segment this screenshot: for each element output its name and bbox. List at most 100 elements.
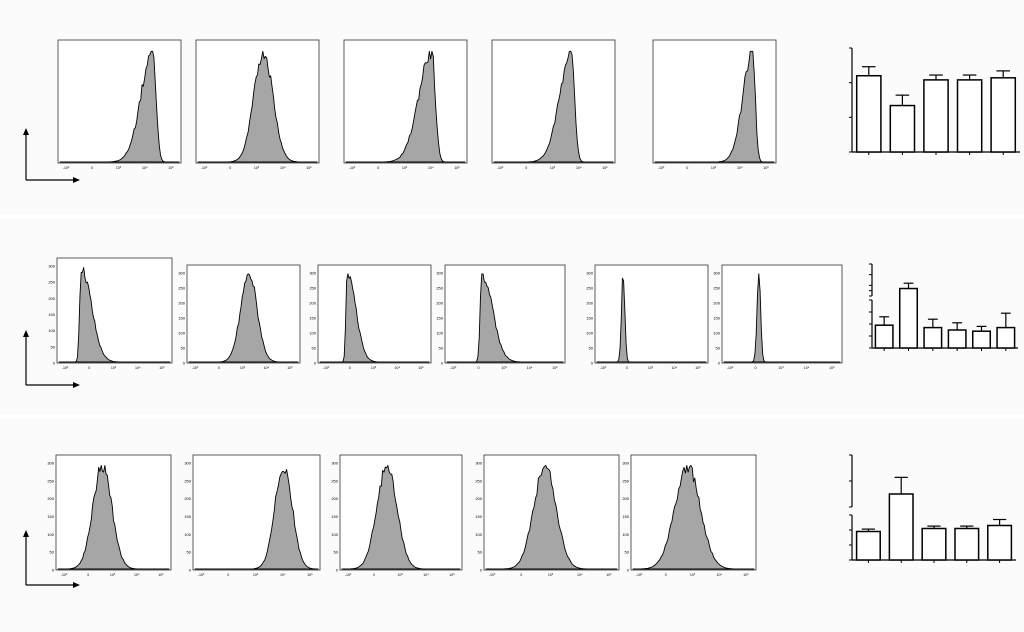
y-tick-label: 200 (475, 496, 482, 501)
x-tick-label: 10⁵ (695, 366, 701, 370)
x-tick-label: -10³ (63, 166, 70, 170)
histogram-frame (594, 264, 709, 364)
y-tick-label: 0 (480, 568, 483, 573)
x-tick-label: 0 (686, 166, 688, 170)
y-tick-label: 300 (622, 461, 629, 466)
bar (947, 329, 967, 349)
x-tick-label: 0 (91, 166, 93, 170)
y-tick-label: 50 (716, 346, 721, 351)
y-tick-label: 200 (713, 301, 720, 306)
x-tick-label: 10⁴ (280, 166, 286, 170)
y-tick-label: 250 (475, 478, 482, 483)
histogram-curve (58, 267, 171, 363)
y-tick-label: 250 (48, 280, 55, 285)
x-tick-label: 10⁵ (418, 366, 424, 370)
y-tick-label: 250 (436, 286, 443, 291)
x-tick-label: 0 (520, 573, 522, 577)
x-tick-label: 0 (478, 366, 480, 370)
x-tick-label: -10³ (658, 166, 665, 170)
histogram-curve (596, 277, 707, 363)
x-tick-label: 10³ (402, 166, 408, 170)
x-tick-label: 10⁴ (394, 366, 400, 370)
bar (923, 326, 943, 349)
y-tick-label: 150 (436, 316, 443, 321)
x-tick-label: 10³ (550, 166, 556, 170)
y-tick-label: 150 (309, 316, 316, 321)
x-tick-label: 10⁵ (829, 366, 835, 370)
y-tick-label: 100 (586, 331, 593, 336)
x-tick-label: 10⁴ (423, 573, 429, 577)
x-tick-label: 10⁵ (158, 573, 164, 577)
x-tick-label: -10³ (450, 366, 457, 370)
x-tick-label: -10³ (489, 573, 496, 577)
y-tick-label: 100 (475, 532, 482, 537)
y-tick-label: 100 (184, 532, 191, 537)
y-tick-label: 50 (312, 346, 317, 351)
y-tick-label: 250 (309, 286, 316, 291)
bar (898, 287, 919, 349)
y-tick-label: 150 (47, 514, 54, 519)
x-tick-label: -10³ (345, 573, 352, 577)
x-tick-label: -10³ (636, 573, 643, 577)
histogram-curve (197, 50, 318, 163)
x-tick-label: 10⁴ (576, 166, 582, 170)
y-tick-label: 0 (52, 568, 55, 573)
x-tick-label: 10⁴ (280, 573, 286, 577)
histogram-curve (493, 50, 614, 163)
y-tick-label: 50 (187, 550, 192, 555)
x-tick-label: 10⁴ (527, 366, 533, 370)
x-tick-label: -10³ (600, 366, 607, 370)
x-tick-label: -10³ (323, 366, 330, 370)
histogram-frame (192, 454, 321, 571)
y-tick-label: 50 (51, 344, 56, 349)
x-tick-label: 10³ (548, 573, 554, 577)
x-tick-label: 10³ (240, 366, 246, 370)
x-tick-label: 10³ (111, 366, 117, 370)
histogram-curve (632, 465, 755, 570)
y-tick-label: 0 (441, 361, 444, 366)
y-tick-label: 150 (48, 312, 55, 317)
x-tick-label: 10⁴ (428, 166, 434, 170)
x-tick-label: 0 (349, 366, 351, 370)
x-tick-label: 10⁵ (287, 366, 293, 370)
y-tick-label: 0 (314, 361, 317, 366)
x-tick-label: 10⁵ (602, 166, 608, 170)
histogram-curve (485, 465, 618, 570)
y-tick-label: 200 (331, 496, 338, 501)
histogram-curve (59, 50, 180, 163)
x-tick-label: 10⁵ (306, 166, 312, 170)
bar (996, 326, 1016, 349)
x-tick-label: 10⁵ (159, 366, 165, 370)
y-tick-label: 100 (48, 328, 55, 333)
y-tick-label: 50 (625, 550, 630, 555)
y-tick-label: 200 (178, 301, 185, 306)
histogram-curve (188, 273, 299, 363)
y-tick-label: 50 (181, 346, 186, 351)
bar (971, 330, 992, 349)
x-tick-label: 0 (626, 366, 628, 370)
x-tick-label: -10³ (192, 366, 199, 370)
y-tick-label: 0 (53, 361, 56, 366)
y-tick-label: 250 (622, 478, 629, 483)
x-tick-label: 10³ (690, 573, 696, 577)
y-tick-label: 250 (178, 286, 185, 291)
x-tick-label: 10⁴ (134, 573, 140, 577)
x-tick-label: -10³ (62, 366, 69, 370)
y-tick-label: 300 (184, 461, 191, 466)
y-axis-arrowhead (23, 530, 29, 537)
x-tick-label: 10³ (110, 573, 116, 577)
x-tick-label: 10⁴ (577, 573, 583, 577)
x-tick-label: 0 (87, 573, 89, 577)
y-tick-label: 100 (713, 331, 720, 336)
y-tick-label: 300 (331, 461, 338, 466)
y-tick-label: 150 (184, 514, 191, 519)
y-tick-label: 300 (436, 271, 443, 276)
bar (874, 324, 894, 349)
x-tick-label: 0 (229, 166, 231, 170)
y-tick-label: 0 (336, 568, 339, 573)
y-tick-label: 250 (47, 478, 54, 483)
y-tick-label: 100 (178, 331, 185, 336)
y-tick-label: 300 (309, 271, 316, 276)
y-tick-label: 100 (331, 532, 338, 537)
